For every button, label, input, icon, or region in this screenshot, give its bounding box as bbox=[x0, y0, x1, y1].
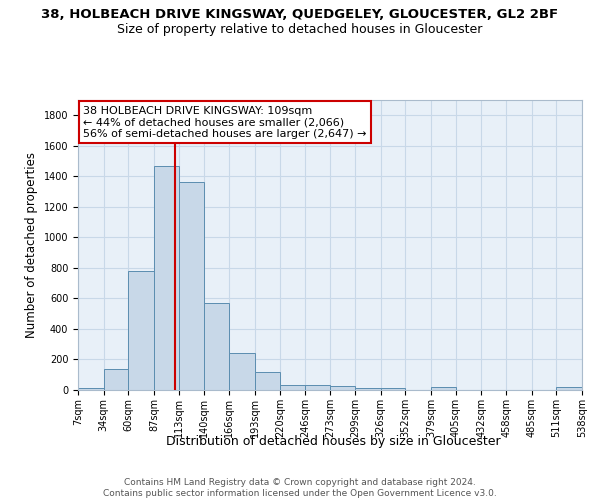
Bar bbox=[381, 388, 406, 390]
Bar bbox=[128, 271, 154, 390]
Bar bbox=[229, 352, 254, 390]
Text: Distribution of detached houses by size in Gloucester: Distribution of detached houses by size … bbox=[166, 435, 500, 448]
Text: 38, HOLBEACH DRIVE KINGSWAY, QUEDGELEY, GLOUCESTER, GL2 2BF: 38, HOLBEACH DRIVE KINGSWAY, QUEDGELEY, … bbox=[41, 8, 559, 20]
Bar bbox=[154, 166, 179, 390]
Bar bbox=[204, 303, 229, 390]
Bar bbox=[254, 372, 280, 390]
Bar bbox=[179, 182, 204, 390]
Bar bbox=[280, 384, 305, 390]
Text: Size of property relative to detached houses in Gloucester: Size of property relative to detached ho… bbox=[118, 22, 482, 36]
Bar bbox=[355, 388, 381, 390]
Text: Contains HM Land Registry data © Crown copyright and database right 2024.
Contai: Contains HM Land Registry data © Crown c… bbox=[103, 478, 497, 498]
Bar bbox=[78, 388, 104, 390]
Bar bbox=[431, 387, 456, 390]
Text: 38 HOLBEACH DRIVE KINGSWAY: 109sqm
← 44% of detached houses are smaller (2,066)
: 38 HOLBEACH DRIVE KINGSWAY: 109sqm ← 44%… bbox=[83, 106, 367, 139]
Y-axis label: Number of detached properties: Number of detached properties bbox=[25, 152, 38, 338]
Bar bbox=[556, 387, 582, 390]
Bar bbox=[331, 386, 355, 390]
Bar bbox=[104, 370, 128, 390]
Bar bbox=[305, 386, 331, 390]
